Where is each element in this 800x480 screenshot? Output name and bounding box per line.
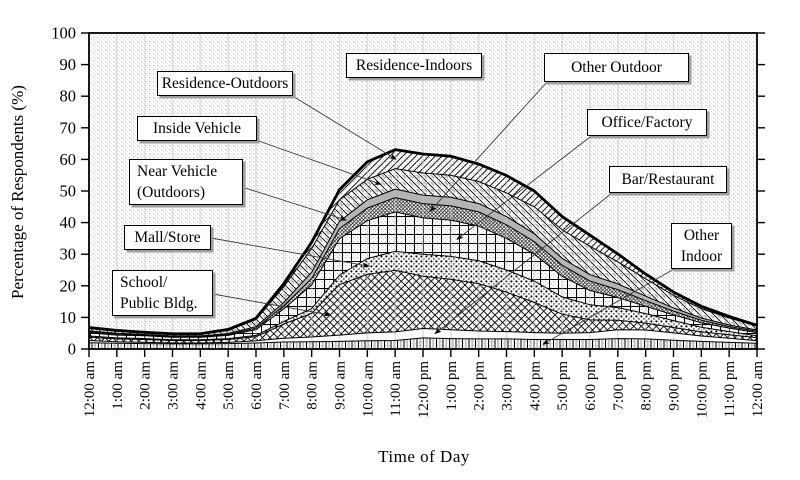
annotation-mall-store: Mall/Store: [124, 225, 211, 250]
leader-residence_outdoors: [290, 94, 397, 160]
leader-lines: [210, 81, 675, 345]
y-tick-label: 50: [60, 182, 77, 201]
y-axis-title-text: Percentage of Respondents (%): [8, 85, 27, 299]
y-tick-label: 80: [60, 87, 77, 106]
band-boundaries: [88, 148, 758, 345]
annotation-label: Office/Factory: [601, 114, 693, 131]
annotation-label-line1: Other: [683, 227, 720, 244]
band-other_indoor: [89, 337, 757, 349]
x-tick-label: 9:00 pm: [667, 361, 683, 411]
x-tick-label: 10:00 pm: [694, 361, 710, 418]
annotation-inside-vehicle: Inside Vehicle: [137, 116, 257, 141]
x-tick-label: 5:00 pm: [555, 361, 571, 411]
y-tick-label: 30: [60, 245, 77, 264]
band-bar_restaurant: [89, 328, 757, 344]
x-tick-label: 4:00 am: [193, 361, 209, 410]
annotation-label-line2: Indoor: [680, 248, 723, 265]
x-tick-labels: 12:00 am 1:00 am 2:00 am 3:00 am 4:00 am 5:00…: [82, 361, 766, 418]
x-tick-label: 10:00 am: [360, 361, 376, 418]
annotation-school-public: School/ Public Bldg.: [112, 270, 213, 316]
y-tick-label: 100: [51, 24, 76, 43]
leader-mall_store: [210, 237, 370, 268]
annotation-bar-restaurant: Bar/Restaurant: [609, 166, 727, 193]
band-office_factory: [89, 211, 757, 340]
leader-other_outdoor: [429, 81, 548, 212]
x-tick-label: 6:00 pm: [583, 361, 599, 411]
x-tick-label: 11:00 pm: [722, 361, 738, 418]
x-tick-label: 12:00 am: [82, 361, 98, 418]
annotation-other-indoor: Other Indoor: [671, 223, 732, 269]
x-tick-label: 12:00 pm: [416, 361, 432, 418]
stacked-areas: [89, 149, 757, 349]
annotation-label: Bar/Restaurant: [621, 171, 715, 188]
leader-other_indoor: [542, 268, 675, 345]
x-axis-title-text: Time of Day: [378, 447, 470, 466]
annotation-label: Residence-Outdoors: [161, 75, 289, 92]
annotation-label: Mall/Store: [134, 229, 201, 246]
band-school_public: [89, 270, 757, 343]
annotation-label: Inside Vehicle: [153, 120, 241, 137]
x-tick-label: 3:00 pm: [500, 361, 516, 411]
x-tick-label: 1:00 pm: [444, 361, 460, 411]
x-tick-label: 8:00 pm: [639, 361, 655, 411]
leader-bar_restaurant: [434, 192, 613, 335]
y-tick-labels: 0 10 20 30 40 50 60 70 80 90 100: [51, 24, 76, 359]
x-tick-label: 4:00 pm: [527, 361, 543, 411]
total-curve: [88, 148, 758, 336]
leader-office_factory: [456, 136, 591, 240]
x-tick-label: 12:00 am: [750, 361, 766, 418]
leader-school_public: [212, 293, 331, 317]
y-tick-label: 70: [60, 118, 77, 137]
y-tick-label: 0: [68, 340, 76, 359]
band-mall_store: [89, 251, 757, 341]
y-axis-title: Percentage of Respondents (%): [8, 42, 28, 342]
y-tick-label: 60: [60, 150, 77, 169]
annotation-label-line1: Near Vehicle: [137, 163, 218, 180]
x-tick-label: 1:00 am: [110, 361, 126, 410]
x-tick-label: 2:00 am: [138, 361, 154, 410]
leader-inside_vehicle: [255, 139, 382, 185]
x-axis-title: Time of Day: [0, 447, 800, 467]
x-tick-label: 3:00 am: [166, 361, 182, 410]
x-tick-label: 9:00 am: [333, 361, 349, 410]
axis-ticks: [81, 32, 765, 357]
leader-near_vehicle: [241, 186, 347, 221]
annotation-other-outdoor: Other Outdoor: [544, 53, 689, 82]
x-tick-label: 6:00 am: [249, 361, 265, 410]
x-tick-label: 11:00 am: [388, 361, 404, 417]
annotation-near-vehicle: Near Vehicle (Outdoors): [129, 159, 243, 205]
annotation-label-line2: (Outdoors): [137, 184, 206, 201]
annotation-label-line2: Public Bldg.: [120, 295, 198, 312]
x-tick-label: 8:00 am: [305, 361, 321, 410]
x-tick-label: 7:00 pm: [611, 361, 627, 411]
annotation-office-factory: Office/Factory: [587, 109, 707, 136]
annotation-label: Other Outdoor: [571, 59, 662, 76]
y-tick-label: 40: [60, 213, 77, 232]
annotation-label: Residence-Indoors: [355, 57, 473, 74]
x-tick-label: 2:00 pm: [472, 361, 488, 411]
annotation-residence-outdoors: Residence-Outdoors: [157, 71, 293, 96]
y-tick-label: 10: [60, 308, 77, 327]
annotation-residence-indoors: Residence-Indoors: [346, 53, 482, 78]
y-tick-label: 90: [60, 55, 77, 74]
y-tick-label: 20: [60, 276, 77, 295]
x-tick-label: 7:00 am: [277, 361, 293, 410]
annotation-label-line1: School/: [120, 274, 168, 291]
x-tick-label: 5:00 am: [221, 361, 237, 410]
